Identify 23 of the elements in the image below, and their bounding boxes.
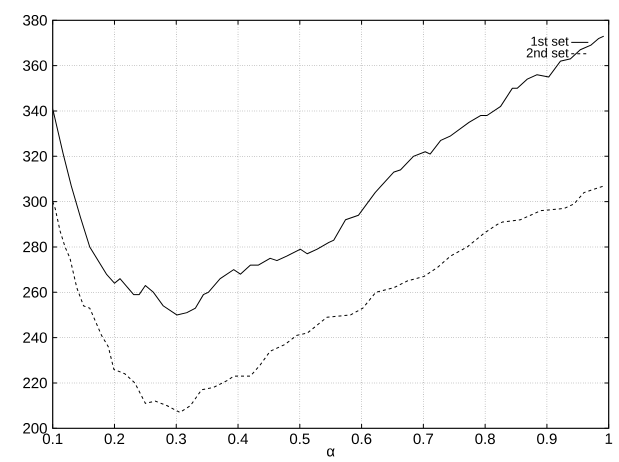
y-tick-label: 260 <box>23 287 47 298</box>
y-tick-label: 380 <box>23 15 47 26</box>
y-tick-label: 280 <box>23 242 47 252</box>
y-tick-label: 320 <box>23 151 47 162</box>
legend-label: 2nd set <box>526 48 569 58</box>
x-tick-label: 0.4 <box>228 434 248 444</box>
y-tick-label: 240 <box>23 332 47 344</box>
x-tick-label: 0.3 <box>166 434 186 444</box>
x-tick-label: 1 <box>606 434 612 444</box>
x-tick-label: 0.8 <box>475 434 495 444</box>
y-tick-label: 220 <box>23 378 47 388</box>
y-tick-label: 300 <box>23 196 47 208</box>
y-tick-label: 360 <box>23 60 47 72</box>
x-tick-label: 0.5 <box>290 434 310 444</box>
x-tick-label: 0.2 <box>104 434 124 444</box>
x-tick-label: 0.7 <box>414 434 434 444</box>
y-tick-label: 340 <box>23 106 47 116</box>
legend-label: 1st set <box>531 36 569 46</box>
x-tick-label: 0.6 <box>352 434 372 444</box>
x-tick-label: 0.9 <box>537 434 557 444</box>
y-tick-label: 200 <box>23 423 47 434</box>
x-axis-title: α <box>326 448 335 457</box>
x-tick-label: 0.1 <box>42 434 62 444</box>
